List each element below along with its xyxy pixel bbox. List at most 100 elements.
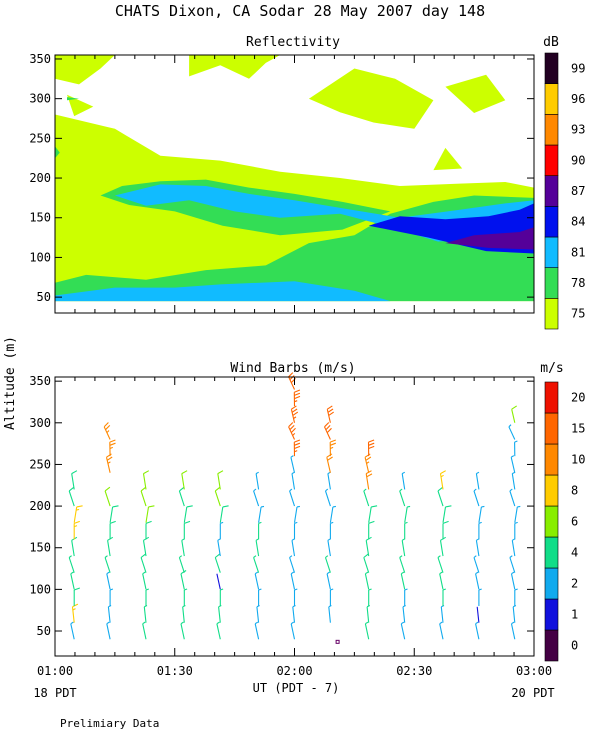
wind-barbs-plot-area [54,372,535,657]
wind-barb [104,555,111,573]
wind-barb [401,471,406,490]
wind-barb [183,505,193,523]
wind-barb [368,505,378,523]
wind-barbs-title: Wind Barbs (m/s) [230,361,355,376]
wind-x-tick-label: 01:30 [157,664,193,678]
wind-barb [326,453,333,473]
reflectivity-region [55,55,115,85]
wind-barb [367,439,375,457]
wind-barb [364,571,370,590]
wind-barb [514,588,518,606]
wind-barb [178,486,185,507]
wind-barb [103,422,111,440]
wind-barb [293,521,298,540]
wind-barb [178,555,185,573]
wind-barb [400,621,406,640]
reflectivity-region [55,146,60,159]
wind-barb [510,455,516,473]
wind-barb [142,470,150,490]
reflectivity-region [67,94,94,117]
wind-barb [105,453,113,473]
reflectivity-region [189,55,281,79]
wind-barbs [68,372,521,644]
right-date-label: 20 PDT [511,686,554,700]
wind-barb [253,555,260,573]
wind-barb [329,588,334,606]
wind-barb [442,520,449,540]
wind-barb [439,571,444,590]
wind-barb [324,422,332,440]
reflectivity-colorbar-label: 81 [571,245,585,259]
wind-barb [258,505,265,523]
reflectivity-colorbar-label: 96 [571,92,585,106]
wind-barb [145,588,149,606]
reflectivity-colorbar-swatch [544,52,559,84]
wind-barb [145,505,155,523]
wind-barb [217,470,224,490]
wind-y-tick-label: 250 [29,457,51,471]
wind-barb [73,505,83,523]
reflectivity-region [445,74,506,113]
wind-barb [109,520,116,540]
reflectivity-colorbar-label: 75 [571,307,585,321]
wind-barb [107,605,112,623]
wind-barb [70,571,75,590]
wind-colorbar-swatch [544,536,559,569]
wind-barb [404,588,408,606]
wind-x-tick-label: 02:00 [276,664,312,678]
wind-barb [329,521,334,540]
reflectivity-region [433,147,463,171]
reflectivity-y-tick-label: 200 [29,171,51,185]
reflectivity-plot-area [54,54,535,314]
wind-barb [324,488,331,507]
wind-barb [219,588,224,606]
reflectivity-colorbar-swatch [544,114,559,146]
wind-barb [68,555,75,573]
wind-barb [364,453,372,473]
wind-barb [326,405,335,423]
reflectivity-y-tick-label: 100 [29,250,51,264]
reflectivity-contours [55,55,535,302]
wind-colorbar: m/s 0 1 2 4 6 8 10 15 20 [540,361,585,662]
reflectivity-colorbar-swatch [544,144,559,176]
wind-barb [254,621,260,640]
wind-barb [514,521,518,540]
reflectivity-colorbar-label: 87 [571,184,585,198]
reflectivity-region [67,97,79,101]
wind-barb [400,571,406,590]
wind-barb [329,505,336,523]
wind-barb [368,520,375,540]
wind-barb [214,553,221,573]
wind-colorbar-label: 4 [571,546,578,560]
wind-barb [219,505,229,523]
wind-barbs-background [55,377,534,656]
wind-barb [404,521,408,540]
reflectivity-region [445,227,534,250]
wind-barb [293,389,301,407]
wind-barb [181,470,188,490]
wind-barb [475,621,480,640]
wind-barb [326,571,331,590]
reflectivity-colorbar-swatch [544,298,559,330]
wind-barb [289,555,296,573]
wind-barb [509,555,516,573]
wind-barb [109,439,116,457]
wind-barb [182,605,186,623]
wind-barb [290,405,299,423]
wind-barb [109,588,114,606]
wind-barb [73,520,80,540]
wind-barb [183,520,191,540]
wind-barb [514,440,518,457]
wind-barb [109,505,119,523]
wind-barb [290,621,296,640]
wind-barb [290,455,296,473]
altitude-axis-label: Altitude (m) [3,336,18,430]
reflectivity-y-tick-label: 250 [29,131,51,145]
reflectivity-colorbar: dB 75 78 81 84 87 90 93 96 99 [543,35,585,330]
wind-barb [293,588,298,606]
wind-barb [508,424,516,440]
wind-barb [404,505,411,523]
wind-barb [512,605,517,623]
